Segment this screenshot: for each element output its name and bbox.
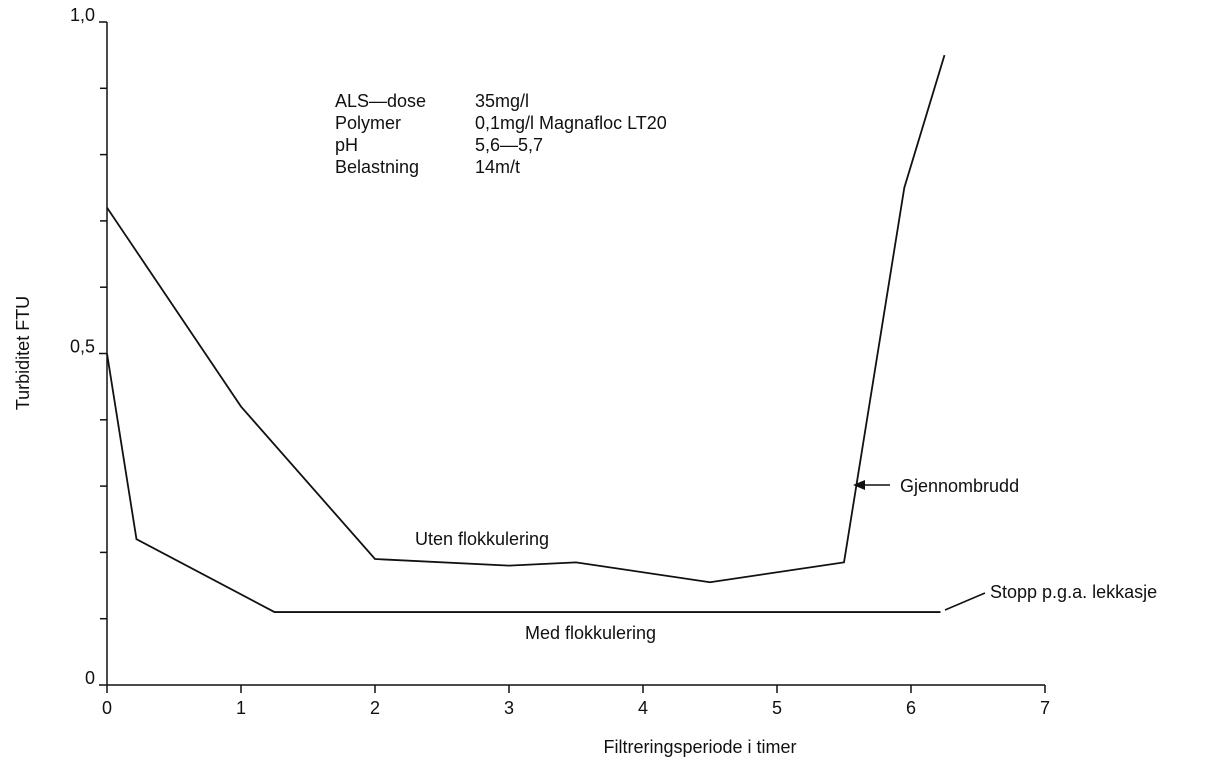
data-line xyxy=(106,54,946,584)
condition-value: 5,6—5,7 xyxy=(475,135,543,155)
x-tick-label: 5 xyxy=(772,698,782,718)
condition-label: Polymer xyxy=(335,113,401,133)
condition-value: 35mg/l xyxy=(475,91,529,111)
condition-label: Belastning xyxy=(335,157,419,177)
annotation: Gjennombrudd xyxy=(900,476,1019,496)
annotation: Stopp p.g.a. lekkasje xyxy=(990,582,1157,602)
y-tick-label: 0 xyxy=(85,668,95,688)
x-tick-label: 0 xyxy=(102,698,112,718)
condition-label: pH xyxy=(335,135,358,155)
x-axis-label: Filtreringsperiode i timer xyxy=(603,737,796,757)
x-tick-label: 3 xyxy=(504,698,514,718)
condition-value: 0,1mg/l Magnafloc LT20 xyxy=(475,113,667,133)
x-tick-label: 7 xyxy=(1040,698,1050,718)
x-tick-label: 6 xyxy=(906,698,916,718)
series-label: Med flokkulering xyxy=(525,623,656,643)
x-tick-label: 4 xyxy=(638,698,648,718)
x-tick-label: 2 xyxy=(370,698,380,718)
arrow-head xyxy=(853,480,865,490)
y-tick-label: 0,5 xyxy=(70,336,95,356)
x-tick-label: 1 xyxy=(236,698,246,718)
condition-label: ALS—dose xyxy=(335,91,426,111)
y-tick-label: 1,0 xyxy=(70,5,95,25)
condition-value: 14m/t xyxy=(475,157,520,177)
series-label: Uten flokkulering xyxy=(415,529,549,549)
data-line xyxy=(106,353,941,613)
y-axis-label: Turbiditet FTU xyxy=(13,296,33,410)
annotation-leader xyxy=(944,592,986,611)
